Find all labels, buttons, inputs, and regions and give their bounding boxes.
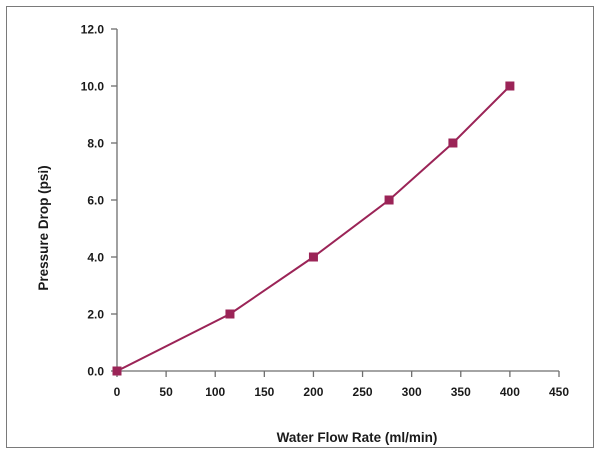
tick-labels: 0.0 2.0 4.0 6.0 8.0 10.0 12.0 0 50 100 150 200 250 30… [81, 23, 570, 400]
data-point [448, 138, 458, 148]
y-tick-label: 12.0 [81, 23, 105, 37]
x-tick-label: 50 [159, 385, 173, 399]
y-tick-label: 0.0 [87, 365, 104, 379]
y-tick-label: 2.0 [87, 308, 104, 322]
data-point [505, 81, 515, 91]
x-tick-label: 150 [254, 385, 274, 399]
y-tick-label: 8.0 [87, 137, 104, 151]
x-tick-label: 300 [402, 385, 422, 399]
data-point [384, 195, 394, 205]
x-tick-label: 100 [205, 385, 225, 399]
x-tick-label: 400 [500, 385, 520, 399]
y-axis-title: Pressure Drop (psi) [36, 165, 51, 290]
chart-frame [6, 6, 594, 448]
ticks [111, 28, 560, 377]
data-point [112, 366, 122, 376]
x-tick-label: 0 [114, 385, 121, 399]
y-tick-label: 10.0 [81, 80, 105, 94]
y-tick-label: 4.0 [87, 251, 104, 265]
series-group [112, 81, 515, 376]
x-tick-label: 200 [303, 385, 323, 399]
series-line [116, 85, 511, 372]
axes [116, 29, 559, 372]
y-tick-label: 6.0 [87, 194, 104, 208]
data-point [308, 252, 318, 262]
x-tick-label: 350 [451, 385, 471, 399]
data-point [225, 309, 235, 319]
x-axis-title: Water Flow Rate (ml/min) [277, 430, 438, 445]
x-tick-label: 450 [549, 385, 569, 399]
x-tick-label: 250 [353, 385, 373, 399]
